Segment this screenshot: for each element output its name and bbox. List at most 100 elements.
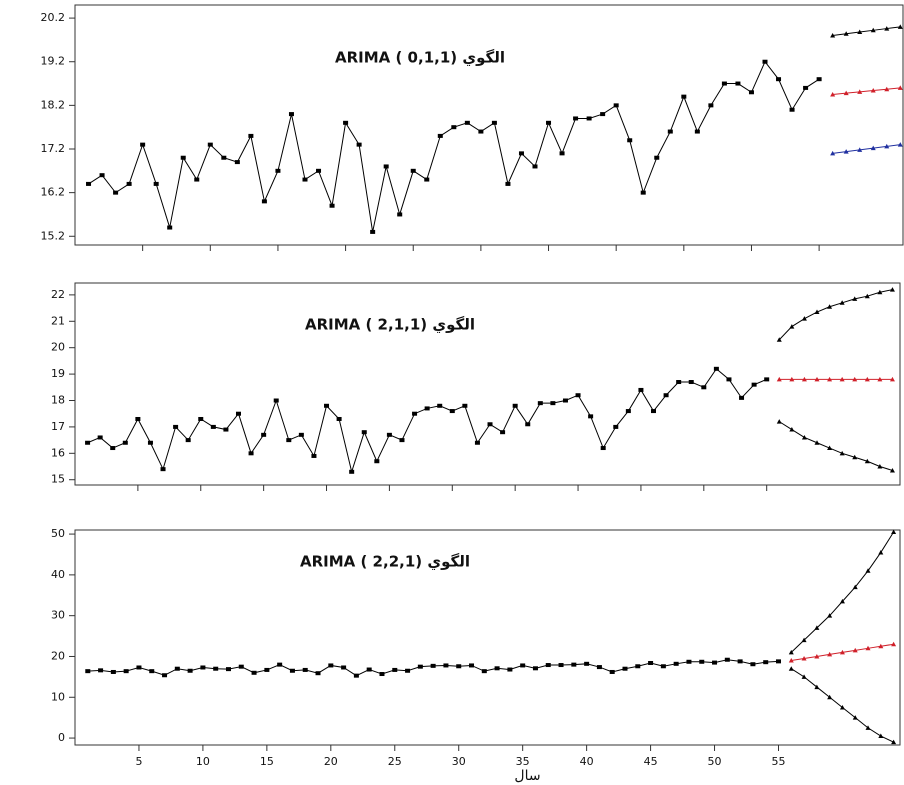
data-point — [399, 438, 405, 443]
data-point — [827, 613, 833, 618]
data-point — [600, 446, 606, 451]
data-point — [451, 125, 457, 130]
data-point — [512, 403, 518, 408]
data-point — [864, 376, 870, 382]
data-point — [392, 667, 398, 672]
data-point — [98, 668, 104, 673]
plot-frame — [74, 4, 904, 246]
data-point — [288, 112, 294, 117]
data-point — [830, 91, 836, 97]
data-point — [843, 149, 849, 154]
data-point — [852, 376, 858, 382]
data-point — [85, 440, 91, 445]
data-point — [135, 416, 141, 421]
series-line — [832, 26, 901, 37]
data-point — [735, 81, 741, 86]
data-point — [897, 85, 903, 90]
data-point — [126, 181, 132, 186]
data-point — [353, 673, 359, 678]
data-point — [878, 733, 884, 739]
data-point — [877, 464, 883, 469]
data-point — [596, 665, 602, 670]
data-point — [264, 667, 270, 672]
data-point — [207, 142, 213, 147]
data-point — [891, 529, 897, 535]
data-point — [814, 309, 820, 315]
data-point — [110, 446, 116, 451]
data-point — [412, 411, 418, 416]
data-point — [505, 181, 511, 186]
data-point — [651, 409, 657, 414]
data-point — [194, 177, 200, 182]
data-point — [688, 380, 694, 385]
data-point — [225, 667, 231, 672]
data-point — [827, 376, 833, 382]
y-tick-label: 19 — [51, 367, 65, 380]
data-point — [870, 145, 876, 151]
data-point — [545, 663, 551, 668]
data-point — [852, 647, 858, 653]
x-tick-label: 30 — [452, 755, 466, 768]
data-point — [123, 669, 129, 674]
y-tick-label: 16.2 — [41, 186, 66, 199]
data-point — [843, 31, 849, 36]
x-axis-label: سال — [514, 768, 540, 784]
y-tick-label: 19.2 — [41, 55, 66, 68]
data-point — [852, 454, 858, 460]
data-point — [609, 669, 615, 674]
data-point — [383, 164, 389, 169]
data-point — [751, 382, 757, 387]
data-point — [97, 435, 103, 440]
data-point — [532, 666, 538, 671]
y-tick-label: 20 — [51, 649, 65, 662]
data-point — [248, 133, 254, 138]
data-point — [417, 664, 423, 669]
data-point — [298, 432, 304, 437]
series-line — [832, 144, 901, 154]
data-point — [356, 142, 362, 147]
data-point — [638, 387, 644, 392]
y-tick-label: 0 — [58, 731, 65, 744]
data-point — [865, 645, 871, 651]
data-point — [494, 666, 500, 671]
data-point — [762, 59, 768, 64]
data-point — [801, 316, 807, 321]
series-line — [87, 368, 767, 474]
data-point — [737, 659, 743, 664]
y-tick-label: 22 — [51, 288, 65, 301]
y-tick-label: 21 — [51, 314, 65, 327]
data-point — [788, 658, 794, 663]
data-point — [500, 430, 506, 435]
data-point — [801, 637, 807, 643]
series-line — [779, 421, 893, 471]
data-point — [162, 673, 168, 678]
y-tick-label: 20 — [51, 341, 65, 354]
data-point — [891, 739, 897, 745]
data-point — [520, 663, 526, 668]
data-point — [437, 403, 443, 408]
chart-title: ARIMA ( 0,1,1) الگوي — [335, 49, 505, 68]
data-point — [324, 403, 330, 408]
data-point — [839, 649, 845, 655]
data-point — [248, 451, 254, 456]
data-point — [584, 661, 590, 666]
data-point — [686, 659, 692, 664]
data-point — [213, 666, 219, 671]
data-point — [708, 103, 714, 108]
data-point — [289, 668, 295, 673]
data-point — [343, 120, 349, 125]
data-point — [891, 641, 897, 647]
y-tick-label: 15.2 — [41, 229, 66, 242]
x-tick-label: 40 — [580, 755, 594, 768]
data-point — [667, 129, 673, 134]
data-point — [625, 409, 631, 414]
data-point — [315, 671, 321, 676]
data-point — [775, 659, 781, 664]
data-point — [613, 424, 619, 429]
data-point — [830, 33, 836, 38]
y-tick-label: 40 — [51, 568, 65, 581]
data-point — [586, 116, 592, 121]
data-point — [864, 458, 870, 464]
data-point — [857, 29, 863, 35]
data-point — [654, 155, 660, 160]
